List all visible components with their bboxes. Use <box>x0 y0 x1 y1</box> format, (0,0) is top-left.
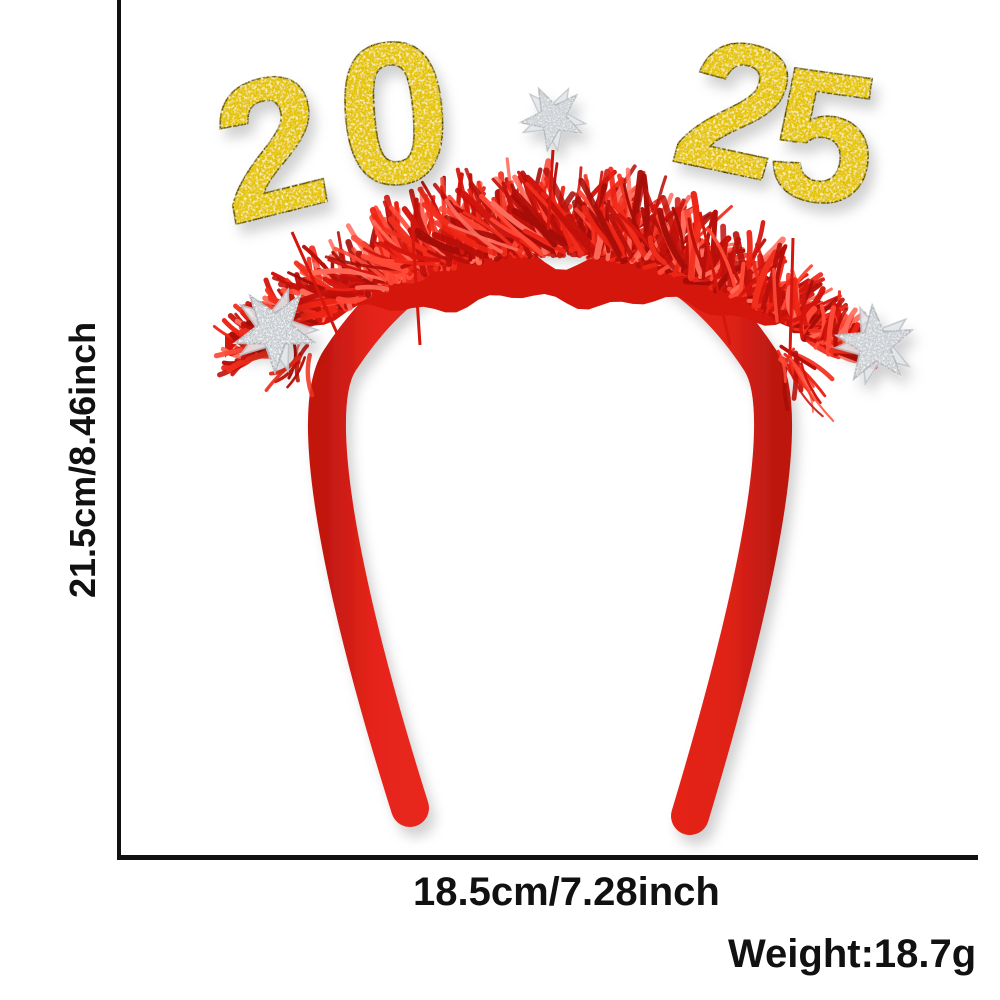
svg-text:0: 0 <box>329 0 459 230</box>
svg-text:2: 2 <box>200 28 341 266</box>
